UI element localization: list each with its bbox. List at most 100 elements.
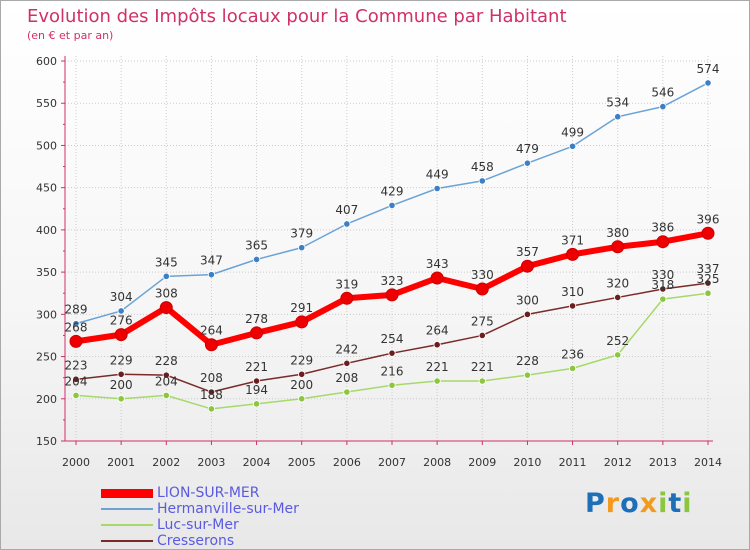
data-label-hermanville-sur-mer: 407 — [335, 203, 358, 217]
chart-subtitle: (en € et par an) — [27, 29, 114, 42]
data-point-lion-sur-mer — [701, 226, 715, 240]
data-point-lion-sur-mer — [475, 282, 489, 296]
data-point-cresserons — [162, 371, 170, 379]
data-point-cresserons — [72, 375, 80, 383]
logo-letter: P — [585, 488, 606, 519]
data-point-lion-sur-mer — [520, 259, 534, 273]
data-point-luc-sur-mer — [72, 391, 80, 399]
logo-letter: x — [639, 488, 659, 519]
data-label-cresserons: 320 — [606, 276, 629, 290]
data-label-cresserons: 221 — [245, 360, 268, 374]
data-point-cresserons — [614, 293, 622, 302]
data-point-luc-sur-mer — [117, 395, 125, 403]
legend-swatch — [101, 524, 153, 526]
data-point-hermanville-sur-mer — [523, 159, 532, 167]
data-point-lion-sur-mer — [69, 334, 83, 348]
data-label-lion-sur-mer: 308 — [155, 287, 178, 301]
data-label-luc-sur-mer: 204 — [65, 374, 88, 388]
data-point-hermanville-sur-mer — [704, 79, 712, 87]
data-point-luc-sur-mer — [433, 377, 441, 385]
data-point-lion-sur-mer — [295, 315, 309, 329]
data-label-hermanville-sur-mer: 429 — [381, 184, 404, 198]
data-label-cresserons: 264 — [426, 324, 449, 338]
data-point-lion-sur-mer — [159, 301, 173, 315]
data-label-hermanville-sur-mer: 458 — [471, 160, 494, 174]
data-point-luc-sur-mer — [523, 371, 532, 379]
x-tick-label: 2007 — [378, 456, 406, 469]
data-point-lion-sur-mer — [656, 235, 670, 249]
data-label-cresserons: 242 — [335, 342, 358, 356]
data-label-hermanville-sur-mer: 546 — [651, 86, 674, 100]
data-label-luc-sur-mer: 318 — [651, 278, 674, 292]
chart-title: Evolution des Impôts locaux pour la Comm… — [27, 6, 567, 27]
y-tick-label: 250 — [36, 351, 57, 364]
data-label-hermanville-sur-mer: 479 — [516, 142, 539, 156]
data-point-lion-sur-mer — [430, 271, 444, 285]
data-point-cresserons — [704, 279, 712, 287]
data-label-lion-sur-mer: 396 — [697, 212, 720, 226]
data-label-lion-sur-mer: 319 — [335, 277, 358, 291]
data-label-cresserons: 300 — [516, 293, 539, 307]
data-point-luc-sur-mer — [478, 377, 486, 385]
data-point-lion-sur-mer — [340, 291, 354, 305]
series-lines — [69, 79, 715, 413]
data-label-cresserons: 229 — [110, 353, 133, 367]
data-label-hermanville-sur-mer: 379 — [290, 227, 313, 241]
data-point-cresserons — [523, 310, 532, 318]
data-label-cresserons: 208 — [200, 371, 223, 385]
data-point-luc-sur-mer — [388, 381, 396, 389]
data-label-hermanville-sur-mer: 499 — [561, 125, 584, 139]
data-label-lion-sur-mer: 371 — [561, 233, 584, 247]
data-label-cresserons: 254 — [381, 332, 404, 346]
data-label-lion-sur-mer: 357 — [516, 245, 539, 259]
data-label-lion-sur-mer: 291 — [290, 301, 313, 315]
data-point-hermanville-sur-mer — [343, 220, 351, 228]
data-label-lion-sur-mer: 264 — [200, 324, 223, 338]
data-point-hermanville-sur-mer — [433, 184, 441, 193]
data-point-hermanville-sur-mer — [388, 201, 396, 209]
data-point-lion-sur-mer — [566, 247, 580, 261]
data-label-lion-sur-mer: 380 — [606, 226, 629, 240]
data-label-luc-sur-mer: 221 — [426, 360, 449, 374]
data-label-hermanville-sur-mer: 304 — [110, 290, 133, 304]
data-label-cresserons: 330 — [651, 268, 674, 282]
x-tick-label: 2013 — [649, 456, 677, 469]
data-point-cresserons — [252, 377, 261, 385]
data-point-cresserons — [433, 341, 441, 349]
x-tick-label: 2009 — [468, 456, 496, 469]
x-tick-label: 2002 — [152, 456, 180, 469]
data-label-hermanville-sur-mer: 345 — [155, 255, 178, 269]
data-label-luc-sur-mer: 221 — [471, 360, 494, 374]
x-tick-label: 2006 — [333, 456, 361, 469]
x-tick-label: 2012 — [604, 456, 632, 469]
data-point-lion-sur-mer — [114, 328, 128, 342]
data-point-luc-sur-mer — [252, 400, 261, 408]
x-tick-label: 2001 — [107, 456, 135, 469]
data-point-cresserons — [478, 331, 486, 340]
data-label-cresserons: 229 — [290, 353, 313, 367]
data-label-luc-sur-mer: 216 — [381, 364, 404, 378]
data-point-cresserons — [298, 370, 306, 378]
data-point-cresserons — [568, 302, 577, 310]
data-label-hermanville-sur-mer: 449 — [426, 168, 449, 182]
data-point-hermanville-sur-mer — [568, 142, 577, 150]
data-label-lion-sur-mer: 386 — [651, 221, 674, 235]
data-label-hermanville-sur-mer: 289 — [65, 303, 88, 317]
x-tick-label: 2000 — [62, 456, 90, 469]
data-label-lion-sur-mer: 278 — [245, 312, 268, 326]
data-label-hermanville-sur-mer: 365 — [245, 238, 268, 252]
data-label-luc-sur-mer: 325 — [697, 272, 720, 286]
data-label-cresserons: 223 — [65, 358, 88, 372]
data-point-lion-sur-mer — [611, 240, 625, 254]
legend-swatch — [101, 508, 153, 510]
data-point-luc-sur-mer — [704, 289, 712, 297]
legend-swatch — [101, 540, 153, 542]
logo-letter: t — [668, 488, 683, 519]
data-point-cresserons — [343, 359, 351, 367]
data-label-cresserons: 337 — [697, 262, 720, 276]
axes: 150 200 250 300 350 400 450 500 550 600 2000 2001 20… — [36, 55, 722, 469]
y-tick-label: 550 — [36, 97, 57, 110]
data-label-luc-sur-mer: 252 — [606, 334, 629, 348]
y-tick-label: 500 — [36, 139, 57, 152]
